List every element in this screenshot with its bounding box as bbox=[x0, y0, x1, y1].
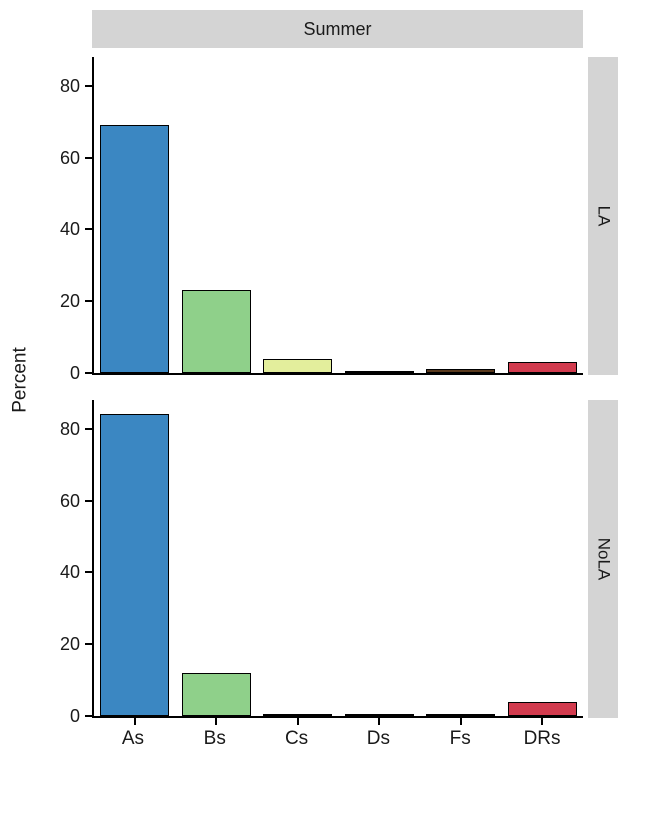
bar-la-ds bbox=[344, 371, 414, 373]
bars-la bbox=[94, 57, 583, 373]
x-tick-label: Cs bbox=[284, 728, 309, 749]
x-axis-labels: As Bs Cs Ds Fs DRs bbox=[92, 728, 583, 750]
x-tick-label: Ds bbox=[366, 728, 391, 749]
y-tick-label: 20 bbox=[59, 291, 80, 312]
bar-la-drs bbox=[507, 362, 577, 373]
bar-slot-cs bbox=[257, 400, 339, 716]
y-tick-mark bbox=[85, 156, 94, 159]
bar-slot-drs bbox=[502, 400, 584, 716]
y-tick-mark bbox=[85, 499, 94, 502]
bar-slot-ds bbox=[339, 57, 421, 373]
y-tick-label: 40 bbox=[59, 219, 80, 240]
y-axis-title: Percent bbox=[10, 347, 32, 413]
x-tick-mark bbox=[296, 716, 299, 725]
panel-la: 0 20 40 60 80 bbox=[60, 57, 583, 382]
bar-slot-cs bbox=[257, 57, 339, 373]
bar-la-as bbox=[100, 125, 170, 373]
bar-la-cs bbox=[263, 358, 333, 373]
facet-strip-top-label: Summer bbox=[303, 18, 372, 39]
x-tick-mark bbox=[133, 716, 136, 725]
y-tick-mark bbox=[85, 427, 94, 430]
bar-slot-fs bbox=[420, 57, 502, 373]
y-tick-mark bbox=[85, 228, 94, 231]
x-tick-mark bbox=[459, 716, 462, 725]
facet-strip-top: Summer bbox=[92, 10, 583, 48]
y-tick-mark bbox=[85, 372, 94, 374]
x-tick-label: As bbox=[121, 728, 144, 749]
y-tick-label: 80 bbox=[59, 75, 80, 96]
plot-area-la: 0 20 40 60 80 bbox=[60, 57, 583, 382]
plot-area-nola: 0 20 40 60 80 bbox=[60, 400, 583, 725]
bar-la-bs bbox=[181, 290, 251, 373]
y-tick-label: 80 bbox=[59, 418, 80, 439]
facet-strip-right-nola: NoLA bbox=[588, 400, 618, 718]
bar-nola-drs bbox=[507, 701, 577, 716]
y-tick-label: 60 bbox=[59, 147, 80, 168]
y-tick-label: 60 bbox=[59, 490, 80, 511]
x-tick-mark bbox=[215, 716, 218, 725]
y-tick-mark bbox=[85, 84, 94, 87]
facet-strip-nola-label: NoLA bbox=[594, 537, 613, 581]
facet-strip-la-label: LA bbox=[593, 205, 613, 227]
bar-slot-bs bbox=[176, 57, 258, 373]
bar-nola-ds bbox=[344, 714, 414, 716]
panel-nola: 0 20 40 60 80 bbox=[60, 400, 583, 725]
bar-slot-as bbox=[94, 57, 176, 373]
y-tick-mark bbox=[85, 643, 94, 646]
bar-la-fs bbox=[426, 369, 496, 373]
y-tick-label: 20 bbox=[59, 634, 80, 655]
x-tick-label: Bs bbox=[203, 728, 226, 749]
y-tick-mark bbox=[85, 715, 94, 717]
bar-slot-ds bbox=[339, 400, 421, 716]
y-tick-label: 40 bbox=[59, 562, 80, 583]
bar-nola-cs bbox=[263, 714, 333, 716]
y-tick-label: 0 bbox=[69, 706, 80, 726]
x-tick-label: DRs bbox=[523, 728, 561, 749]
bar-nola-fs bbox=[426, 714, 496, 716]
x-tick-mark bbox=[378, 716, 381, 725]
bar-slot-as bbox=[94, 400, 176, 716]
y-tick-label: 0 bbox=[69, 363, 80, 383]
facet-strip-right-la: LA bbox=[588, 57, 618, 375]
bars-nola bbox=[94, 400, 583, 716]
x-tick-mark bbox=[541, 716, 544, 725]
bar-nola-as bbox=[100, 414, 170, 716]
bar-slot-fs bbox=[420, 400, 502, 716]
bar-nola-bs bbox=[181, 672, 251, 716]
bar-slot-bs bbox=[176, 400, 258, 716]
x-tick-label: Fs bbox=[449, 728, 471, 749]
y-tick-mark bbox=[85, 300, 94, 303]
bar-slot-drs bbox=[502, 57, 584, 373]
y-tick-mark bbox=[85, 571, 94, 574]
